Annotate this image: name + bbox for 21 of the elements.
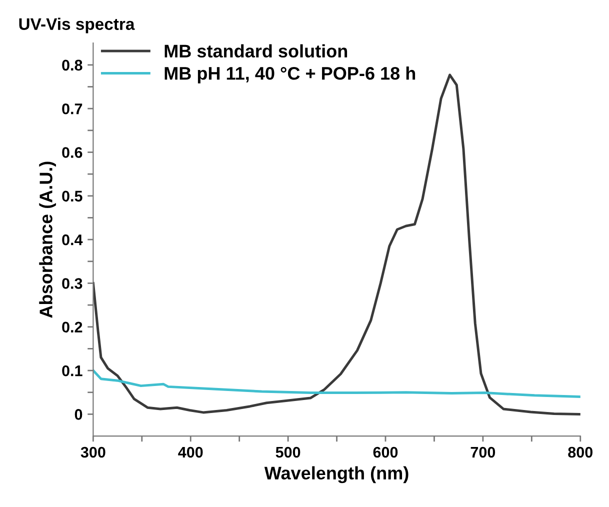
y-tick-label: 0.6 [62, 147, 82, 158]
legend-label: MB pH 11, 40 °C + POP-6 18 h [164, 66, 416, 84]
x-tick-label: 300 [80, 446, 106, 458]
x-tick-label: 600 [373, 446, 398, 458]
y-tick-label: 0.7 [62, 103, 82, 114]
y-tick-label: 0.5 [62, 190, 82, 202]
y-axis-title: Absorbance (A.U.) [39, 162, 56, 318]
x-tick-label: 800 [568, 446, 592, 458]
x-axis-title: Wavelength (nm) [264, 466, 408, 484]
y-tick-label: 0 [74, 409, 82, 420]
x-tick-label: 400 [178, 446, 203, 458]
y-tick-label: 0.4 [62, 234, 83, 246]
y-tick-label: 0.1 [62, 365, 82, 376]
x-tick-label: 700 [470, 446, 496, 458]
y-tick-label: 0.2 [62, 322, 82, 333]
line-series [93, 369, 580, 398]
y-tick-label: 0.3 [62, 278, 82, 289]
x-tick-label: 500 [276, 446, 300, 458]
chart-title: UV-Vis spectra [19, 18, 135, 34]
y-tick-label: 0.8 [62, 60, 82, 71]
legend-label: MB standard solution [164, 44, 348, 58]
